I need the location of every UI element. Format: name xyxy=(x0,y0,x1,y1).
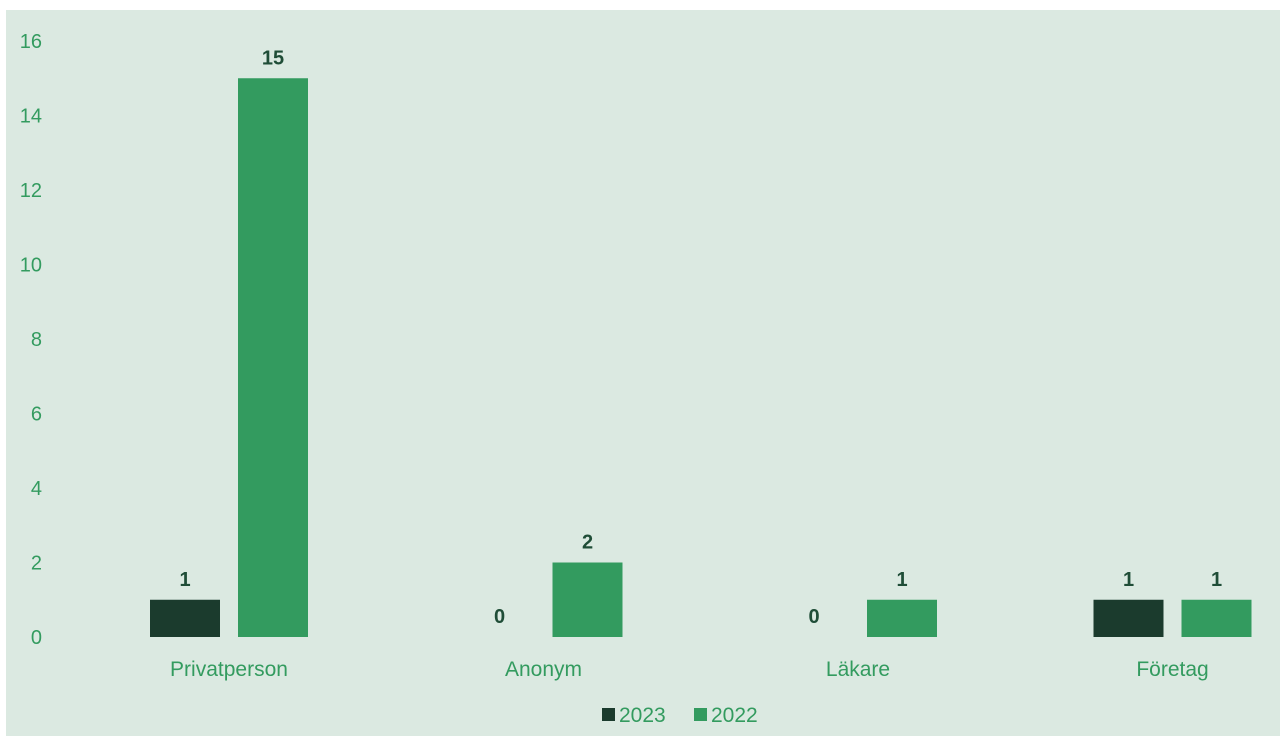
x-category-label: Anonym xyxy=(505,658,582,681)
legend: 2023 2022 xyxy=(602,704,758,727)
bar-2022-företag xyxy=(1181,599,1252,637)
legend-swatch-2023 xyxy=(602,708,615,721)
data-labels-group: 1 15 0 2 0 1 1 1 xyxy=(179,47,1222,628)
y-tick-label: 2 xyxy=(31,553,42,575)
bar-2022-läkare xyxy=(867,599,937,637)
x-category-label: Företag xyxy=(1136,658,1208,681)
x-category-label: Läkare xyxy=(826,658,890,681)
data-label: 15 xyxy=(262,47,284,69)
y-tick-label: 0 xyxy=(31,627,42,649)
bar-2022-privatperson xyxy=(238,78,308,637)
data-label: 1 xyxy=(1123,569,1134,591)
y-tick-label: 16 xyxy=(20,31,42,53)
data-label: 1 xyxy=(179,569,190,591)
y-tick-label: 14 xyxy=(20,106,42,128)
y-tick-label: 6 xyxy=(31,404,42,426)
bars-group xyxy=(150,78,1252,637)
y-tick-label: 10 xyxy=(20,255,42,277)
data-label: 2 xyxy=(582,532,593,554)
legend-label-2023: 2023 xyxy=(619,704,666,727)
data-label: 1 xyxy=(896,569,907,591)
y-tick-label: 4 xyxy=(31,478,42,500)
data-label: 1 xyxy=(1211,569,1222,591)
bar-2023-företag xyxy=(1093,599,1164,637)
x-category-label: Privatperson xyxy=(170,658,288,681)
legend-swatch-2022 xyxy=(694,708,707,721)
data-label: 0 xyxy=(494,606,505,628)
y-tick-label: 12 xyxy=(20,180,42,202)
y-axis-ticks: 0 2 4 6 8 10 12 14 16 xyxy=(20,31,42,649)
x-axis-labels: Privatperson Anonym Läkare Företag xyxy=(170,658,1209,681)
bar-2022-anonym xyxy=(552,562,623,637)
data-label: 0 xyxy=(808,606,819,628)
bar-2023-privatperson xyxy=(150,599,220,637)
y-tick-label: 8 xyxy=(31,329,42,351)
legend-label-2022: 2022 xyxy=(711,704,758,727)
